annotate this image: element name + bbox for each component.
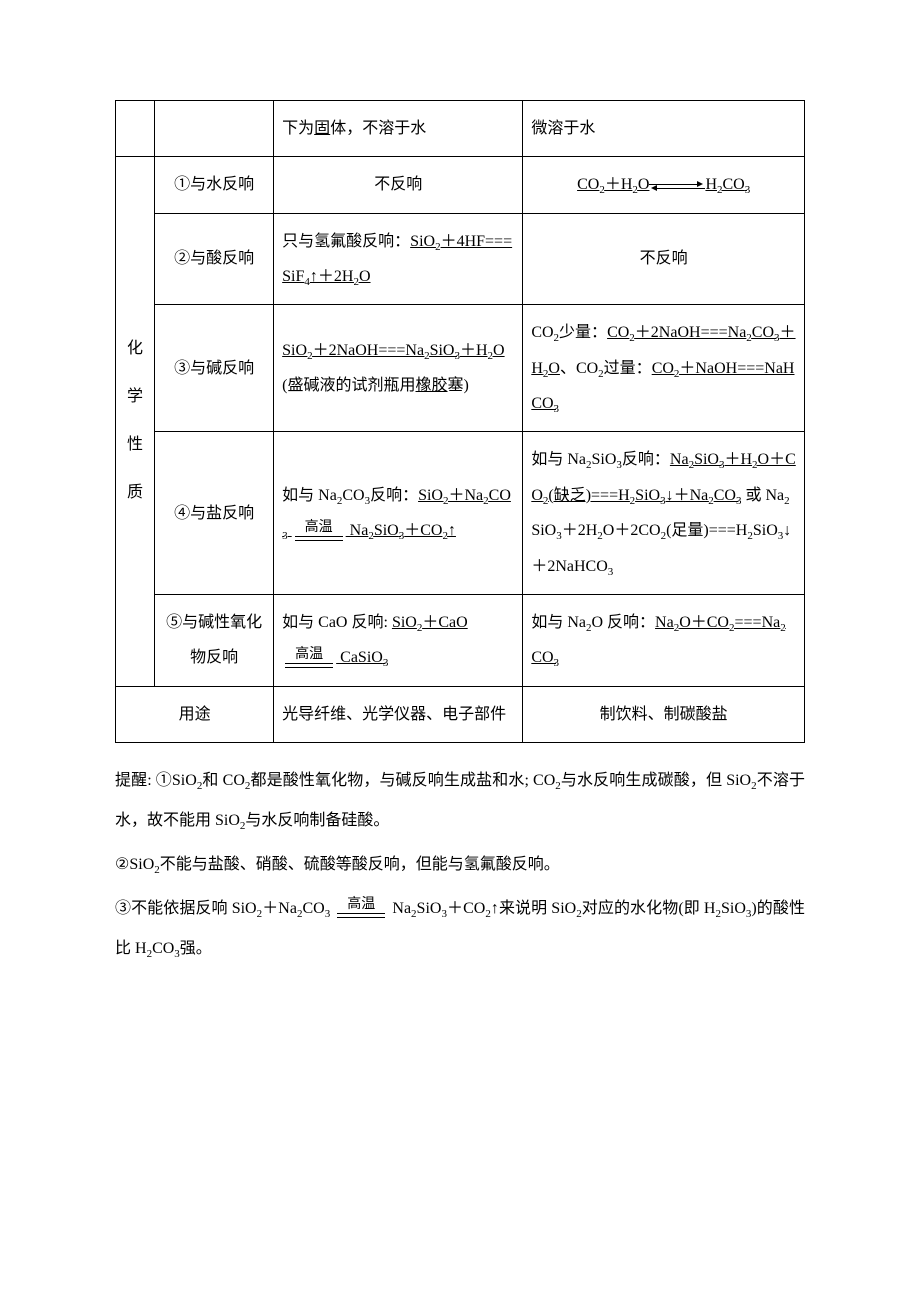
table-row: ③与碱反响 SiO2＋2NaOH===Na2SiO3＋H2O(盛碱液的试剂瓶用橡… <box>116 305 805 432</box>
table-row: 用途 光导纤维、光学仪器、电子部件 制饮料、制碳酸盐 <box>116 686 805 742</box>
cell-co2: 如与 Na2O 反响：Na2O＋CO2===Na2CO3 <box>523 594 805 686</box>
cell-uses-label: 用途 <box>116 686 274 742</box>
cell-co2: CO2少量：CO2＋2NaOH===Na2CO3＋H2O、CO2过量：CO2＋N… <box>523 305 805 432</box>
note-paragraph: ②SiO2不能与盐酸、硝酸、硫酸等酸反响，但能与氢氟酸反响。 <box>115 845 805 885</box>
chemistry-table: 下为固体，不溶于水 微溶于水 化学性质 ①与水反响 不反响 CO2＋H2OH2C… <box>115 100 805 743</box>
cell-category: 化学性质 <box>116 157 155 687</box>
cell-co2-state: 微溶于水 <box>523 101 805 157</box>
equation: CO2＋H2OH2CO3 <box>577 176 750 193</box>
cell-sio2-state: 下为固体，不溶于水 <box>274 101 523 157</box>
cell-sio2-uses: 光导纤维、光学仪器、电子部件 <box>274 686 523 742</box>
cell-sio2: 只与氢氟酸反响：SiO2＋4HF===SiF4↑＋2H2O <box>274 213 523 305</box>
cell-label: ②与酸反响 <box>155 213 274 305</box>
table-row: 下为固体，不溶于水 微溶于水 <box>116 101 805 157</box>
note-paragraph: ③不能依据反响 SiO2＋Na2CO3 高温 Na2SiO3＋CO2↑来说明 S… <box>115 889 805 969</box>
underline: 固 <box>314 120 330 137</box>
cell-co2-uses: 制饮料、制碳酸盐 <box>523 686 805 742</box>
cell-sio2: 如与 CaO 反响: SiO2＋CaO 高温 CaSiO3 <box>274 594 523 686</box>
cell-co2: 如与 Na2SiO3反响：Na2SiO3＋H2O＋CO2(缺乏)===H2SiO… <box>523 432 805 595</box>
table-row: ②与酸反响 只与氢氟酸反响：SiO2＋4HF===SiF4↑＋2H2O 不反响 <box>116 213 805 305</box>
table-row: ⑤与碱性氧化物反响 如与 CaO 反响: SiO2＋CaO 高温 CaSiO3 … <box>116 594 805 686</box>
cell-label: ④与盐反响 <box>155 432 274 595</box>
equilibrium-arrow <box>649 182 705 190</box>
document-page: 下为固体，不溶于水 微溶于水 化学性质 ①与水反响 不反响 CO2＋H2OH2C… <box>0 0 920 1033</box>
cell-sio2: 如与 Na2CO3反响：SiO2＋Na2CO3 高温 Na2SiO3＋CO2↑ <box>274 432 523 595</box>
cell-co2: 不反响 <box>523 213 805 305</box>
cell-sio2: 不反响 <box>274 157 523 213</box>
cell-empty <box>155 101 274 157</box>
cell-empty <box>116 101 155 157</box>
cell-label: ③与碱反响 <box>155 305 274 432</box>
notes-section: 提醒: ①SiO2和 CO2都是酸性氧化物，与碱反响生成盐和水; CO2与水反响… <box>115 761 805 969</box>
cell-sio2: SiO2＋2NaOH===Na2SiO3＋H2O(盛碱液的试剂瓶用橡胶塞) <box>274 305 523 432</box>
cell-co2: CO2＋H2OH2CO3 <box>523 157 805 213</box>
table-row: 化学性质 ①与水反响 不反响 CO2＋H2OH2CO3 <box>116 157 805 213</box>
note-paragraph: 提醒: ①SiO2和 CO2都是酸性氧化物，与碱反响生成盐和水; CO2与水反响… <box>115 761 805 841</box>
cell-label: ①与水反响 <box>155 157 274 213</box>
cell-label: ⑤与碱性氧化物反响 <box>155 594 274 686</box>
table-row: ④与盐反响 如与 Na2CO3反响：SiO2＋Na2CO3 高温 Na2SiO3… <box>116 432 805 595</box>
